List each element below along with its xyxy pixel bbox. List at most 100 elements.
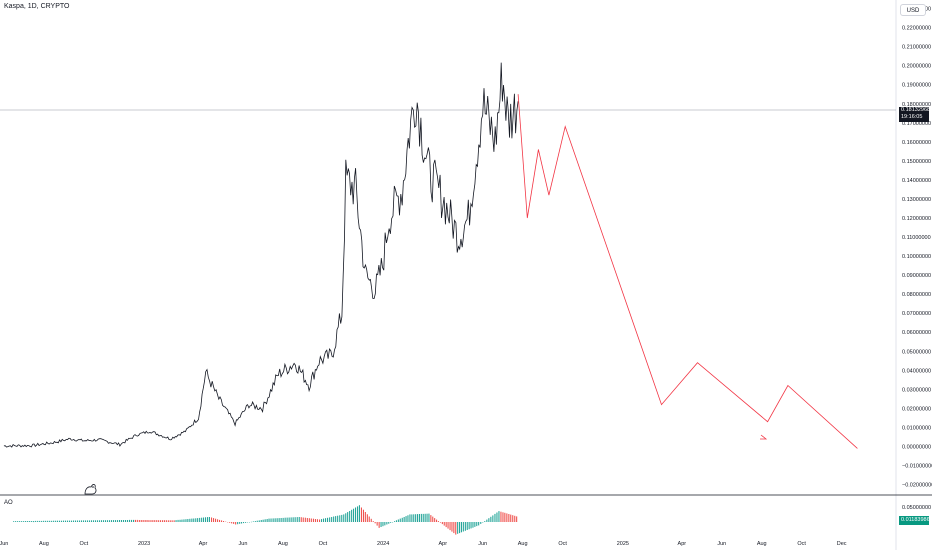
ao-bar [243,522,245,524]
ao-bar [439,522,441,523]
ao-bar [197,518,199,522]
ao-bar [494,513,496,522]
ao-bar [337,515,339,522]
price-axis-tick-label: −0.01000000 [902,463,932,469]
time-axis-tick-label: 2024 [377,541,389,547]
ao-bar [256,520,258,522]
ao-bar [41,520,43,522]
time-axis-tick-label: 2025 [617,541,629,547]
ao-bar [71,520,73,522]
ao-bar [201,517,203,522]
price-axis-tick-label: 0.20000000 [902,64,931,70]
ao-bar [29,521,31,522]
ao-bar [87,520,89,522]
ao-bar [75,520,77,522]
ao-bar [69,520,71,522]
price-axis-tick-label: 0.01000000 [902,425,931,431]
ao-bar [207,517,209,522]
ao-bar [405,516,407,522]
ao-bar [169,520,171,522]
ao-bar [331,517,333,522]
ao-bar [187,519,189,522]
ao-bar [154,520,156,522]
ao-bar [339,515,341,522]
ao-bar [319,519,321,522]
ao-bar [59,520,61,522]
ao-bar [81,520,83,522]
ao-histogram [13,505,518,535]
ao-bar [163,520,165,522]
ao-bar [111,520,113,522]
ao-bar [167,520,169,522]
ao-bar [160,520,162,522]
ao-bar [134,519,136,522]
ao-bar [237,522,239,525]
ao-bar [233,522,235,524]
ao-bar [162,520,164,522]
ao-bar [302,517,304,522]
ao-bar [441,522,443,525]
ao-bar [364,512,366,522]
price-axis-tick-label: 0.05000000 [902,349,931,355]
ao-bar [239,522,241,524]
ao-bar [13,521,15,522]
ao-bar [388,522,390,524]
time-axis-tick-label: Jun [239,541,248,547]
ao-bar [55,520,57,522]
currency-button[interactable]: USD [900,4,926,16]
ao-bar [152,520,154,522]
ao-bar [27,521,29,522]
time-axis-tick-label: Apr [199,541,208,547]
ao-bar [113,520,115,522]
ao-bar [401,517,403,522]
ao-bar [428,513,430,522]
time-axis[interactable]: Jun Aug Oct 2023 Apr Jun Aug Oct 2024 Apr Jun Aug Oc… [0,541,847,547]
ao-bar [516,516,518,522]
ao-bar [229,522,231,523]
time-axis-tick-label: Apr [678,541,687,547]
ao-bar [411,514,413,522]
ao-bar [280,518,282,522]
ao-bar [191,518,193,522]
ao-bar [276,518,278,522]
ao-bar [474,522,476,527]
price-axis-tick-label: 0.16000000 [902,140,931,146]
ao-bar [343,514,345,522]
ao-bar [97,520,99,522]
price-axis-tick-label: 0.04000000 [902,368,931,374]
ao-bar [386,522,388,525]
ao-bar [179,519,181,522]
ao-bar [127,520,129,522]
ao-bar [193,518,195,522]
ao-bar [146,520,148,522]
ao-bar [264,519,266,522]
price-series-line [3,62,519,448]
ao-bar [482,522,484,523]
ao-bar [89,520,91,522]
ao-bar [268,518,270,522]
ao-bar [333,516,335,522]
ao-bar [329,517,331,522]
ao-bar [49,520,51,522]
ao-bar [376,522,378,526]
price-axis-tick-label: 0.03000000 [902,387,931,393]
ao-bar [156,520,158,522]
time-axis-tick-label: Oct [319,541,328,547]
price-axis-tick-label: 0.17000000 [902,121,931,127]
indicator-value-tag: 0.01183986 [899,516,930,525]
price-axis-tick-label: 0.11000000 [902,235,931,241]
ao-bar [300,517,302,522]
time-axis-tick-label: Aug [757,541,767,547]
ao-bar [25,521,27,522]
ao-bar [57,520,59,522]
price-axis-tick-label: 0.12000000 [902,216,931,222]
ao-bar [476,522,478,527]
ao-bar [500,511,502,522]
ao-bar [484,521,486,522]
ao-bar [347,512,349,522]
ao-bar [79,520,81,522]
ao-bar [413,514,415,522]
ao-bar [372,521,374,522]
price-axis[interactable]: 0.230000000.220000000.210000000.20000000… [902,7,932,489]
